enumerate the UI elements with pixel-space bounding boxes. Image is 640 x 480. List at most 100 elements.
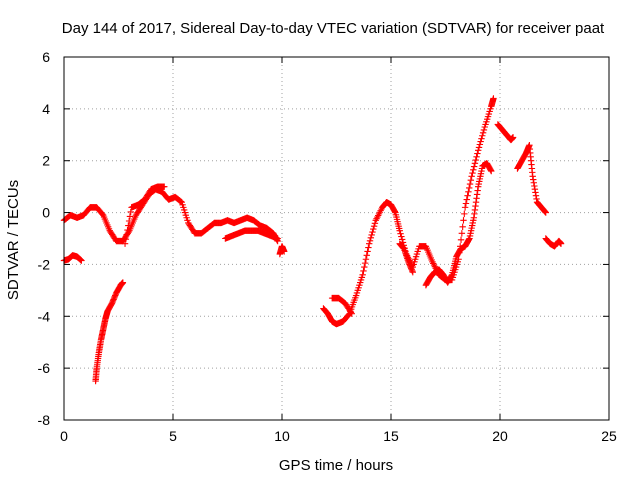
data-point-marker <box>468 173 475 180</box>
data-point-marker <box>397 230 404 237</box>
data-point-marker <box>161 183 168 190</box>
y-tick-label: 4 <box>42 101 50 117</box>
axis-ticks: 0 5 10 15 20 25 -8 -6 -4 -2 0 2 4 6 <box>38 49 617 444</box>
data-point-marker <box>371 220 379 227</box>
data-point-marker <box>488 167 495 175</box>
data-point-marker <box>478 135 485 142</box>
data-point-marker <box>470 166 477 173</box>
data-point-marker <box>122 235 130 243</box>
data-point-marker <box>127 208 134 216</box>
y-axis-label: SDTVAR / TECUs <box>5 180 22 300</box>
data-point-marker <box>477 138 484 145</box>
data-point-marker <box>119 279 127 286</box>
data-point-marker <box>557 240 565 247</box>
data-point-marker <box>472 156 479 164</box>
y-tick-label: -2 <box>38 256 51 272</box>
data-point-marker <box>473 153 480 161</box>
data-point-marker <box>542 209 549 216</box>
data-point-marker <box>462 200 470 207</box>
data-point-marker <box>359 271 366 278</box>
data-points <box>60 95 565 385</box>
data-point-marker <box>458 230 466 237</box>
data-point-marker <box>469 169 476 177</box>
data-point-marker <box>396 227 403 234</box>
data-point-marker <box>474 150 481 157</box>
data-point-marker <box>467 176 475 184</box>
x-tick-label: 0 <box>60 428 68 444</box>
data-point-marker <box>348 310 355 317</box>
chart-title: Day 144 of 2017, Sidereal Day-to-day VTE… <box>62 20 605 37</box>
data-point-marker <box>398 236 406 243</box>
series-arc-8 <box>328 294 355 317</box>
y-tick-label: -6 <box>38 360 51 376</box>
data-point-marker <box>362 256 370 263</box>
data-point-marker <box>509 134 517 141</box>
x-tick-label: 10 <box>274 428 290 444</box>
data-point-marker <box>364 248 371 255</box>
x-tick-label: 25 <box>601 428 617 444</box>
x-tick-label: 20 <box>492 428 508 444</box>
data-point-marker <box>78 257 85 264</box>
data-point-marker <box>177 198 185 205</box>
series-arc-9 <box>396 240 416 276</box>
data-point-marker <box>366 237 374 244</box>
data-point-marker <box>361 263 368 271</box>
data-point-marker <box>274 235 281 242</box>
data-point-marker <box>123 231 130 238</box>
data-point-marker <box>121 240 129 247</box>
data-point-marker <box>466 180 474 188</box>
data-point-marker <box>479 129 487 137</box>
data-point-marker <box>457 236 465 243</box>
data-point-marker <box>360 267 367 275</box>
data-point-marker <box>368 231 375 239</box>
series-arc-10 <box>422 160 495 289</box>
data-point-marker <box>461 210 468 218</box>
data-point-marker <box>475 144 483 151</box>
series-arc-4 <box>121 183 168 247</box>
series-arc-13 <box>542 235 565 250</box>
series-arc-1 <box>60 186 281 245</box>
data-point-marker <box>125 222 132 229</box>
series-arc-11 <box>494 121 517 144</box>
y-tick-label: -8 <box>38 412 51 428</box>
data-point-marker <box>460 217 467 224</box>
data-point-marker <box>125 217 133 225</box>
x-tick-label: 5 <box>169 428 177 444</box>
data-point-marker <box>280 248 288 255</box>
data-point-marker <box>464 192 471 199</box>
y-tick-label: 6 <box>42 49 50 65</box>
plot-frame <box>63 56 610 421</box>
data-point-marker <box>470 163 478 170</box>
data-point-marker <box>126 213 134 220</box>
data-point-marker <box>459 223 466 231</box>
series-arc-2 <box>60 252 85 264</box>
y-tick-label: -4 <box>38 308 51 324</box>
series-arc-3 <box>92 279 127 385</box>
data-point-marker <box>366 240 373 247</box>
series-arc-12 <box>514 141 549 216</box>
data-point-marker <box>124 226 131 234</box>
data-point-marker <box>409 269 416 276</box>
data-point-marker <box>365 244 372 251</box>
data-point-marker <box>463 196 470 203</box>
data-point-marker <box>466 184 473 192</box>
data-point-marker <box>361 259 369 267</box>
data-point-marker <box>479 132 486 139</box>
series-arc-6 <box>276 243 288 258</box>
x-axis-label: GPS time / hours <box>279 457 393 474</box>
data-point-marker <box>347 309 355 316</box>
x-tick-label: 15 <box>383 428 399 444</box>
data-point-marker <box>465 188 472 196</box>
data-point-marker <box>471 160 479 167</box>
data-point-marker <box>370 222 378 230</box>
data-point-marker <box>476 141 484 148</box>
data-point-marker <box>363 252 370 259</box>
data-point-marker <box>490 95 497 102</box>
data-point-marker <box>367 234 375 242</box>
data-point-marker <box>398 233 405 240</box>
grid <box>64 57 609 420</box>
data-point-marker <box>475 147 482 154</box>
series-arc-5 <box>222 227 281 242</box>
